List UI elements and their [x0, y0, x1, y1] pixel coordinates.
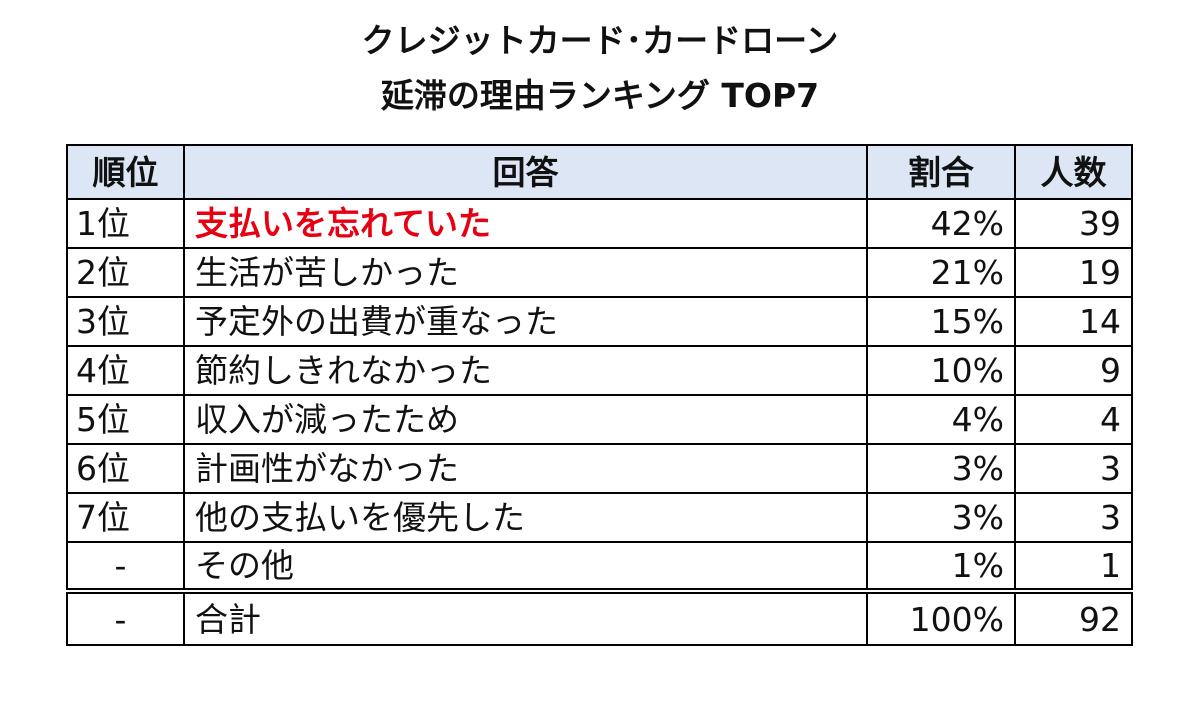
- ratio-cell: 4%: [866, 394, 1016, 445]
- ratio-cell: 10%: [866, 345, 1016, 396]
- answer-cell: 支払いを忘れていた: [183, 198, 868, 249]
- rank-cell: 6位: [66, 443, 185, 494]
- answer-cell: 収入が減ったため: [183, 394, 868, 445]
- count-cell: 4: [1014, 394, 1133, 445]
- total-count-cell: 92: [1014, 588, 1133, 646]
- ratio-cell: 21%: [866, 247, 1016, 298]
- table-row: - その他 1% 1: [66, 541, 1133, 592]
- ratio-cell: 15%: [866, 296, 1016, 347]
- count-cell: 39: [1014, 198, 1133, 249]
- table-row: 1位 支払いを忘れていた 42% 39: [66, 198, 1133, 249]
- rank-cell: 2位: [66, 247, 185, 298]
- total-ratio-cell: 100%: [866, 588, 1016, 646]
- rank-cell: 4位: [66, 345, 185, 396]
- answer-cell: 予定外の出費が重なった: [183, 296, 868, 347]
- chart-title-line-1: クレジットカード･カードローン: [361, 21, 839, 60]
- total-label-cell: 合計: [183, 588, 868, 646]
- table-row: 3位 予定外の出費が重なった 15% 14: [66, 296, 1133, 347]
- table-header-row: 順位 回答 割合 人数: [66, 144, 1133, 200]
- answer-cell: 計画性がなかった: [183, 443, 868, 494]
- ratio-cell: 42%: [866, 198, 1016, 249]
- table-row: 2位 生活が苦しかった 21% 19: [66, 247, 1133, 298]
- answer-cell: 節約しきれなかった: [183, 345, 868, 396]
- rank-cell: 3位: [66, 296, 185, 347]
- answer-cell: 生活が苦しかった: [183, 247, 868, 298]
- count-cell: 19: [1014, 247, 1133, 298]
- table-row: 6位 計画性がなかった 3% 3: [66, 443, 1133, 494]
- answer-cell: その他: [183, 541, 868, 592]
- rank-cell: 7位: [66, 492, 185, 543]
- rank-cell: 1位: [66, 198, 185, 249]
- column-header-answer: 回答: [183, 144, 868, 200]
- table-row: 5位 収入が減ったため 4% 4: [66, 394, 1133, 445]
- count-cell: 3: [1014, 443, 1133, 494]
- count-cell: 1: [1014, 541, 1133, 592]
- chart-title-line-2: 延滞の理由ランキング TOP7: [380, 76, 820, 115]
- ranking-table: 順位 回答 割合 人数 1位 支払いを忘れていた 42% 39 2位 生活が苦し…: [66, 144, 1133, 646]
- count-cell: 9: [1014, 345, 1133, 396]
- ratio-cell: 3%: [866, 443, 1016, 494]
- column-header-rank: 順位: [66, 144, 185, 200]
- total-rank-cell: -: [66, 588, 185, 646]
- table-row: 7位 他の支払いを優先した 3% 3: [66, 492, 1133, 543]
- column-header-count: 人数: [1014, 144, 1133, 200]
- total-row: - 合計 100% 92: [66, 588, 1133, 646]
- ratio-cell: 1%: [866, 541, 1016, 592]
- answer-cell: 他の支払いを優先した: [183, 492, 868, 543]
- count-cell: 14: [1014, 296, 1133, 347]
- rank-cell: -: [66, 541, 185, 592]
- rank-cell: 5位: [66, 394, 185, 445]
- count-cell: 3: [1014, 492, 1133, 543]
- column-header-ratio: 割合: [866, 144, 1016, 200]
- ratio-cell: 3%: [866, 492, 1016, 543]
- table-row: 4位 節約しきれなかった 10% 9: [66, 345, 1133, 396]
